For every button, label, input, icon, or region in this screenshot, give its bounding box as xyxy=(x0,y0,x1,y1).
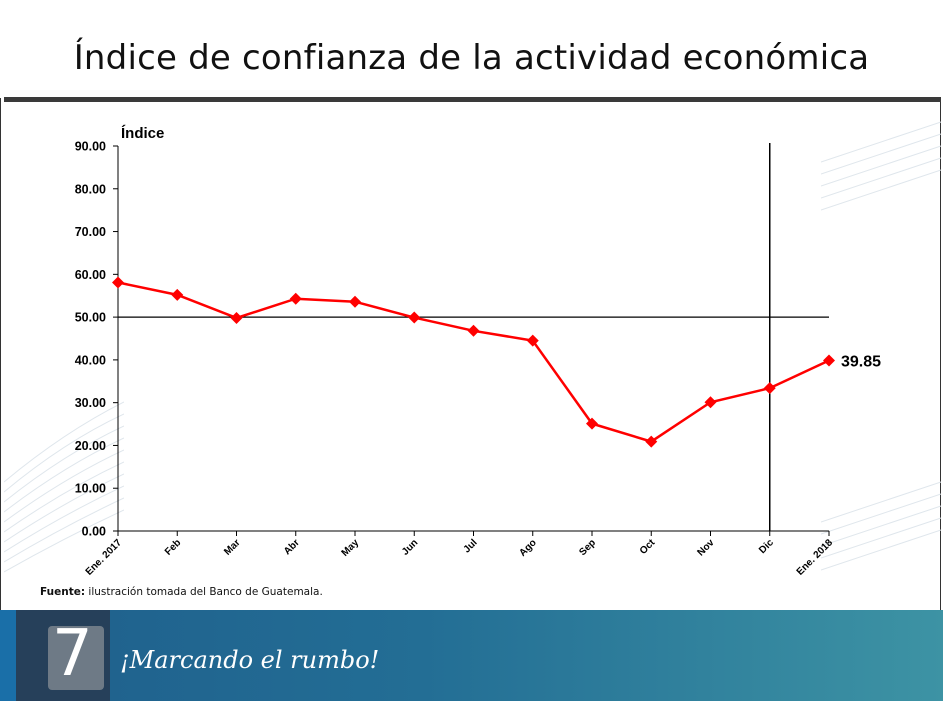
data-point xyxy=(645,435,658,448)
title-divider xyxy=(4,97,941,102)
data-point xyxy=(467,324,480,337)
data-point xyxy=(408,311,421,324)
line-chart: Índice 0.00 10.00 20.00 30.00 40.00 50.00 60.0… xyxy=(75,125,881,578)
y-tick-label: 40.00 xyxy=(75,353,106,367)
logo-icon xyxy=(48,626,104,690)
x-tick-label: Jul xyxy=(462,537,480,555)
y-tick-label: 90.00 xyxy=(75,140,106,154)
data-point xyxy=(704,396,717,409)
footer-slogan: ¡Marcando el rumbo! xyxy=(120,646,380,674)
x-tick-label: Nov xyxy=(695,537,716,558)
data-point xyxy=(349,295,361,308)
y-tick-label: 10.00 xyxy=(75,482,106,496)
data-points xyxy=(112,276,835,448)
x-tick-label: Ene. 2017 xyxy=(84,537,125,578)
source-note: Fuente: ilustración tomada del Banco de … xyxy=(40,586,323,598)
source-text: ilustración tomada del Banco de Guatemal… xyxy=(85,586,323,598)
x-tick-label: May xyxy=(340,537,362,559)
y-tick-labels: 0.00 10.00 20.00 30.00 40.00 50.00 60.00 70.00 8… xyxy=(75,140,106,539)
footer-banner xyxy=(0,610,943,701)
x-tick-label: Ene. 2018 xyxy=(795,537,836,578)
source-label: Fuente: xyxy=(40,586,86,598)
y-tick-label: 30.00 xyxy=(75,396,106,410)
y-tick-label: 50.00 xyxy=(75,311,106,325)
data-point xyxy=(586,417,598,430)
y-tick-marks xyxy=(113,145,118,532)
data-point xyxy=(230,311,243,324)
y-tick-label: 0.00 xyxy=(82,525,106,539)
end-value-label: 39.85 xyxy=(841,354,881,371)
decorative-lines-left xyxy=(4,401,124,573)
x-tick-label: Ago xyxy=(517,537,539,559)
series-line xyxy=(117,281,830,443)
x-tick-label: Feb xyxy=(163,537,183,557)
data-point xyxy=(112,276,124,289)
decorative-lines-right xyxy=(821,121,941,571)
data-point xyxy=(763,382,776,395)
title-bar: Índice de confianza de la actividad econ… xyxy=(0,0,943,98)
x-tick-marks xyxy=(117,531,830,536)
y-axis-label: Índice xyxy=(121,125,164,142)
x-tick-label: Mar xyxy=(222,537,242,557)
footer-accent-strip xyxy=(0,610,16,701)
x-tick-label: Jun xyxy=(400,537,420,557)
x-tick-label: Abr xyxy=(282,537,302,557)
y-tick-label: 80.00 xyxy=(75,182,106,196)
y-tick-label: 60.00 xyxy=(75,268,106,282)
x-tick-label: Sep xyxy=(577,537,598,558)
y-tick-label: 20.00 xyxy=(75,439,106,453)
y-tick-label: 70.00 xyxy=(75,225,106,239)
x-tick-label: Dic xyxy=(757,537,776,556)
x-tick-labels: Ene. 2017 Feb Mar Abr May Jun Jul Ago Sep Oct Nov D… xyxy=(84,537,836,578)
x-tick-label: Oct xyxy=(638,537,658,557)
data-point xyxy=(171,288,184,301)
data-point xyxy=(526,334,539,347)
footer-number: 7 xyxy=(52,617,93,691)
slide-title: Índice de confianza de la actividad econ… xyxy=(73,38,870,78)
data-point xyxy=(823,354,835,367)
data-point xyxy=(289,292,302,305)
